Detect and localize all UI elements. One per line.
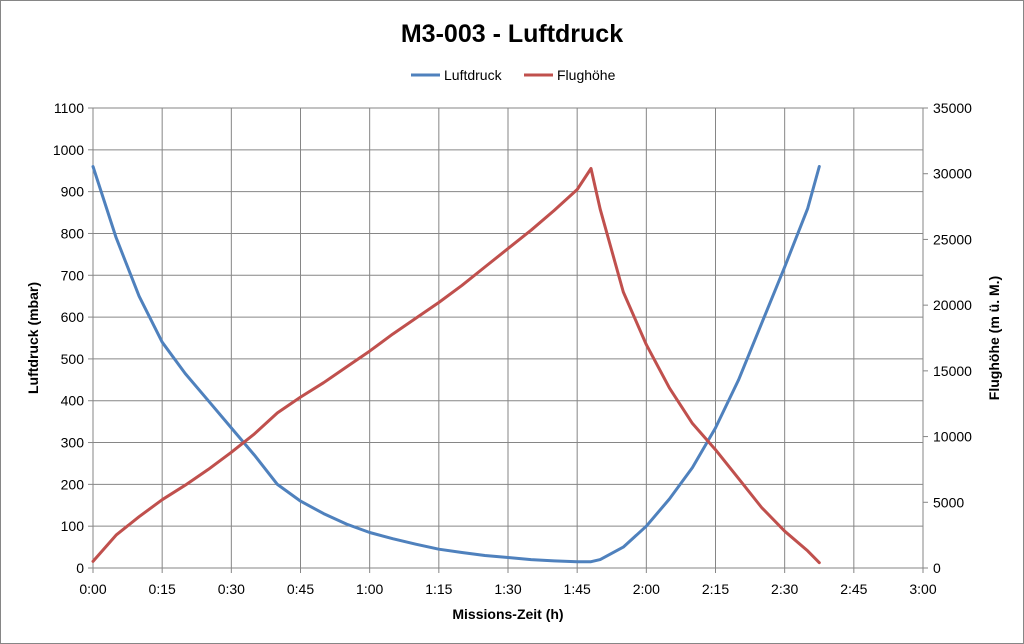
x-tick-label: 0:15 xyxy=(149,581,176,597)
y2-tick-label: 5000 xyxy=(933,494,964,510)
y-tick-label: 300 xyxy=(61,435,85,451)
y2-tick-label: 25000 xyxy=(933,231,972,247)
y-tick-label: 400 xyxy=(61,393,85,409)
y2-tick-label: 0 xyxy=(933,560,941,576)
legend: Luftdruck Flughöhe xyxy=(411,67,616,83)
y2-tick-label: 30000 xyxy=(933,166,972,182)
x-tick-label: 0:30 xyxy=(218,581,245,597)
y-tick-label: 600 xyxy=(61,309,85,325)
series-line-flughoehe xyxy=(91,167,821,565)
x-tick-label: 0:45 xyxy=(287,581,314,597)
y2-axis-title: Flughöhe (m ü. M.) xyxy=(986,276,1002,400)
x-tick-label: 2:00 xyxy=(633,581,660,597)
x-tick-label: 2:45 xyxy=(840,581,867,597)
x-tick-label: 1:15 xyxy=(425,581,452,597)
gridlines xyxy=(93,108,923,568)
x-tick-label: 2:30 xyxy=(771,581,798,597)
y2-tick-label: 20000 xyxy=(933,297,972,313)
legend-label-luftdruck: Luftdruck xyxy=(444,67,503,83)
x-tick-label: 3:00 xyxy=(909,581,936,597)
x-tick-label: 1:30 xyxy=(494,581,521,597)
x-tick-label: 1:45 xyxy=(564,581,591,597)
x-tick-label: 1:00 xyxy=(356,581,383,597)
y-tick-label: 500 xyxy=(61,351,85,367)
y-tick-label: 200 xyxy=(61,476,85,492)
y-tick-label: 800 xyxy=(61,225,85,241)
x-tick-label: 2:15 xyxy=(702,581,729,597)
axis-ticks: 0:00 0:15 0:30 0:45 1:00 1:15 1:30 1:45 2:00 2:15… xyxy=(53,100,972,597)
y2-tick-label: 10000 xyxy=(933,429,972,445)
y2-tick-label: 15000 xyxy=(933,363,972,379)
y-tick-label: 0 xyxy=(76,560,84,576)
y-tick-label: 100 xyxy=(61,518,85,534)
series-lines xyxy=(91,165,821,565)
chart-title: M3-003 - Luftdruck xyxy=(401,20,623,48)
y-tick-label: 1100 xyxy=(54,100,84,116)
y-axis-title: Luftdruck (mbar) xyxy=(25,282,41,394)
legend-label-flughoehe: Flughöhe xyxy=(557,67,616,83)
y-tick-label: 900 xyxy=(61,184,85,200)
y-tick-label: 1000 xyxy=(53,142,84,158)
x-axis-title: Missions-Zeit (h) xyxy=(452,606,563,622)
y2-tick-label: 35000 xyxy=(933,100,972,116)
x-tick-label: 0:00 xyxy=(79,581,106,597)
series-line-luftdruck xyxy=(91,165,821,564)
y-tick-label: 700 xyxy=(61,267,85,283)
